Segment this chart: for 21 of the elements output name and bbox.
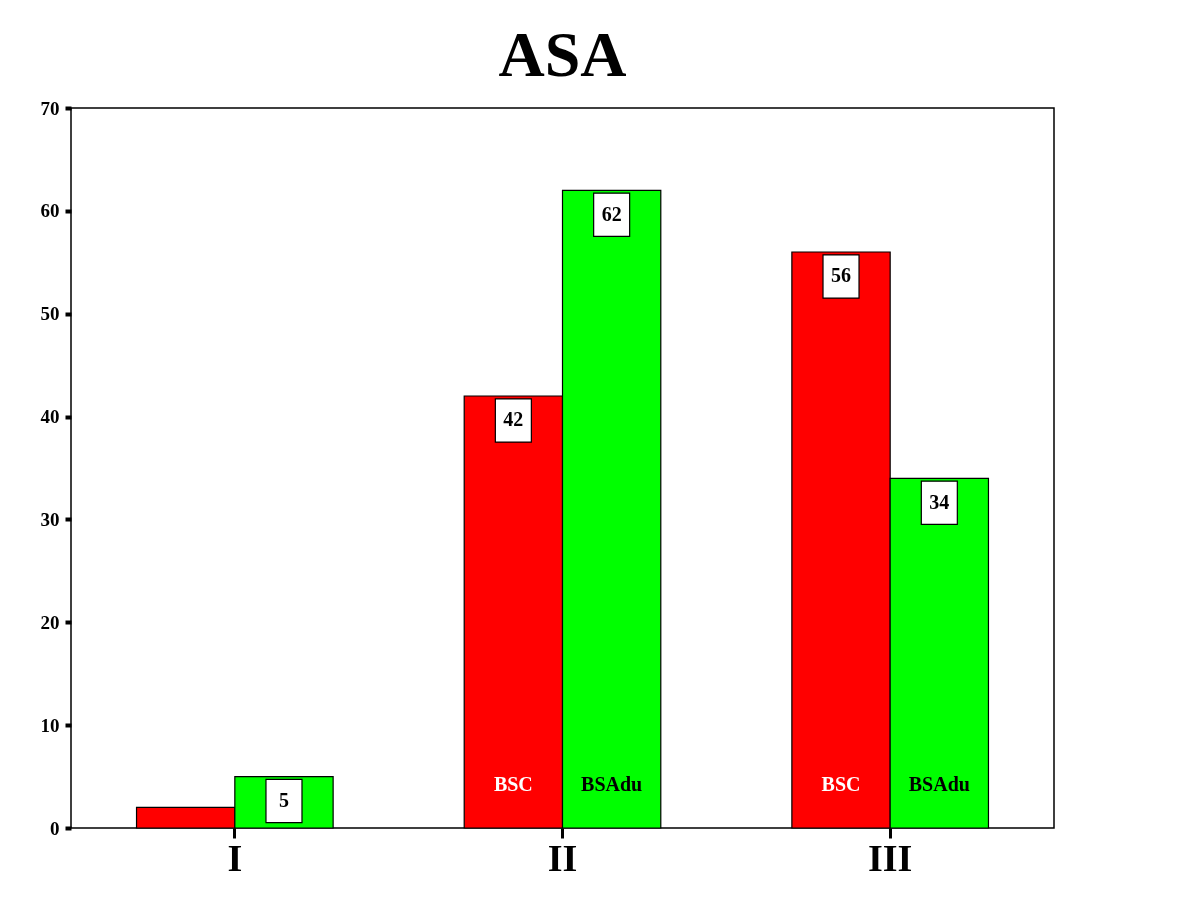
data-label: 62 (601, 202, 622, 225)
series-label: BSC (821, 772, 861, 795)
data-label: 5 (278, 789, 289, 812)
y-tick-label: 50 (40, 303, 60, 325)
x-tick-label: III (867, 836, 913, 879)
y-tick-label: 30 (40, 508, 60, 530)
y-tick-label: 20 (40, 611, 60, 633)
text: BSAdu (908, 772, 970, 795)
series-label: BSAdu (581, 772, 643, 795)
y-tick-label: 0 (50, 817, 60, 839)
data-label: 34 (929, 490, 950, 513)
text: BSC (493, 772, 533, 795)
y-tick-label: 60 (40, 200, 60, 222)
chart-title: ASA (498, 19, 627, 90)
x-tick-label: I (227, 836, 243, 879)
y-tick-label: 40 (40, 406, 60, 428)
y-tick-label: 70 (40, 97, 60, 119)
y-tick-label: 10 (40, 714, 60, 736)
data-label: 42 (503, 408, 524, 431)
x-tick-label: II (547, 836, 578, 879)
data-label: 56 (831, 264, 852, 287)
